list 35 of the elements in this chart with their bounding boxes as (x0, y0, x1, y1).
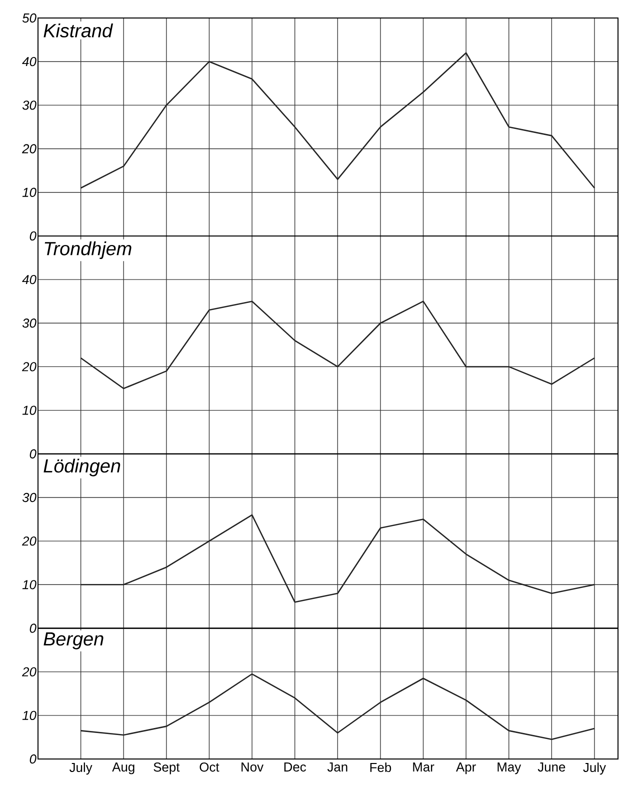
y-tick-label: 40 (22, 274, 36, 284)
y-tick-label: 50 (22, 13, 36, 23)
y-tick-label: 20 (22, 536, 36, 546)
x-tick-label: Sept (154, 762, 180, 774)
x-tick-label: July (69, 762, 92, 775)
y-tick-label: 0 (30, 231, 36, 241)
y-tick-label: 10 (22, 188, 36, 197)
y-tick-label: 20 (22, 667, 36, 676)
y-tick-label: 0 (30, 449, 36, 458)
x-tick-label: Dec (284, 762, 306, 772)
chart-title: Bergen (44, 632, 104, 650)
y-tick-label: 30 (22, 492, 36, 502)
x-tick-label: Feb (370, 762, 392, 772)
x-tick-label: Apr (456, 762, 476, 774)
y-tick-label: 30 (22, 100, 36, 110)
chart-title: Trondhjem (44, 241, 132, 260)
y-tick-label: 40 (22, 57, 36, 66)
chart-title: Lödingen (44, 458, 120, 476)
y-tick-label: 30 (22, 318, 36, 328)
y-tick-label: 20 (22, 144, 36, 154)
y-tick-label: 0 (30, 624, 36, 633)
y-tick-label: 10 (22, 710, 36, 720)
y-tick-label: 0 (30, 754, 36, 764)
x-tick-label: July (583, 762, 606, 775)
y-tick-label: 20 (22, 362, 36, 372)
x-tick-label: June (538, 762, 566, 772)
x-tick-label: Oct (200, 762, 220, 772)
y-tick-label: 10 (22, 580, 36, 590)
y-tick-label: 10 (22, 406, 36, 415)
x-tick-label: Aug (112, 762, 134, 774)
x-tick-label: Jan (327, 762, 348, 772)
x-tick-label: Mar (413, 762, 434, 772)
x-tick-label: Nov (242, 762, 264, 772)
chart-title: Kistrand (44, 23, 114, 38)
x-tick-label: May (498, 762, 522, 774)
